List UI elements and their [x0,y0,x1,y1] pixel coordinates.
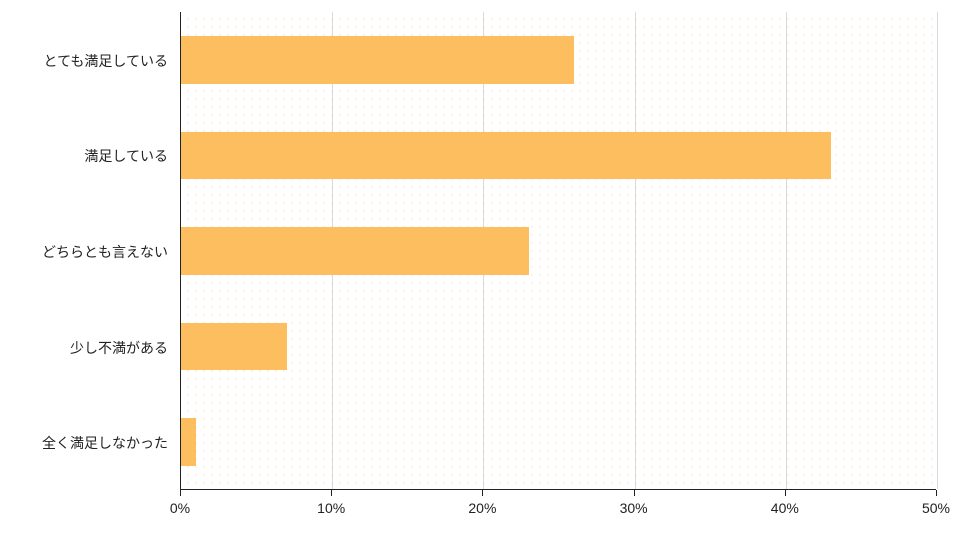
gridline [786,12,787,489]
x-tick [785,490,786,496]
x-axis-label: 40% [771,500,799,516]
y-axis-label: とても満足している [44,51,168,71]
satisfaction-bar-chart: 0% 10% 20% 30% 40% 50% とても満足している満足しているどちらとも言えな… [0,0,960,540]
bar [181,36,574,84]
x-axis-label: 20% [468,500,496,516]
y-axis-label: 少し不満がある [70,338,168,358]
gridline [937,12,938,489]
x-tick [482,490,483,496]
bar [181,323,287,371]
y-axis-label: 満足している [84,146,168,166]
x-tick [331,490,332,496]
plot-area [180,12,936,490]
x-axis-label: 10% [317,500,345,516]
gridline [635,12,636,489]
bar [181,227,529,275]
y-axis-label: どちらとも言えない [42,242,168,262]
bar [181,418,196,466]
x-axis-label: 0% [170,500,190,516]
x-axis-label: 50% [922,500,950,516]
bar [181,132,831,180]
x-tick [936,490,937,496]
x-tick [634,490,635,496]
x-axis-label: 30% [620,500,648,516]
x-tick [180,490,181,496]
y-axis-label: 全く満足しなかった [42,433,168,453]
